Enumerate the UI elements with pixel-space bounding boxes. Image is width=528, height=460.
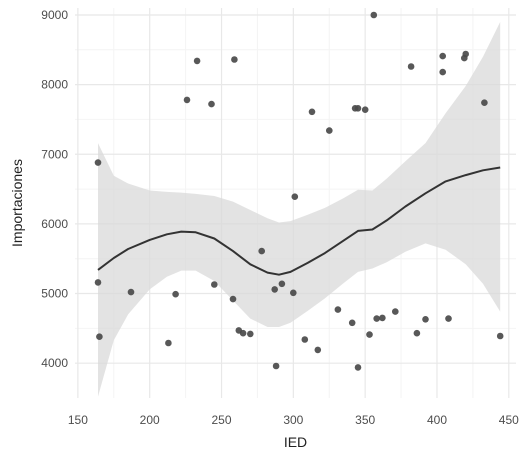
data-points <box>94 11 504 371</box>
x-tick-label: 450 <box>499 413 519 427</box>
data-point <box>193 57 201 65</box>
data-point <box>208 100 215 108</box>
y-axis-title: Importaciones <box>9 159 25 247</box>
data-point <box>407 63 415 70</box>
data-point <box>308 108 316 116</box>
data-point <box>183 96 191 104</box>
x-tick-label: 200 <box>140 413 160 427</box>
y-tick-label: 6000 <box>41 217 68 231</box>
x-tick-label: 400 <box>427 413 447 427</box>
data-point <box>165 339 172 347</box>
data-point <box>94 279 102 286</box>
y-tick-labels: 4000 5000 6000 7000 8000 9000 <box>41 8 68 370</box>
data-point <box>445 315 452 322</box>
data-point <box>94 159 102 166</box>
data-point <box>211 281 218 288</box>
data-point <box>348 319 356 327</box>
data-point <box>239 329 247 337</box>
x-tick-label: 350 <box>355 413 375 427</box>
x-tick-label: 250 <box>212 413 232 427</box>
data-point <box>422 316 429 323</box>
data-point <box>258 247 266 255</box>
data-point <box>496 332 504 340</box>
data-point <box>370 11 378 19</box>
y-tick-label: 7000 <box>41 147 68 161</box>
y-tick-label: 8000 <box>41 78 68 92</box>
y-tick-label: 4000 <box>41 356 68 370</box>
y-tick-label: 9000 <box>41 8 68 22</box>
data-point <box>231 56 238 63</box>
data-point <box>96 333 103 341</box>
data-point <box>379 314 386 322</box>
data-point <box>127 288 135 296</box>
data-point <box>354 105 362 112</box>
data-point <box>291 193 299 200</box>
y-tick-label: 5000 <box>41 287 68 301</box>
data-point <box>413 329 421 337</box>
x-axis-title: IED <box>284 434 307 450</box>
data-point <box>439 52 447 60</box>
data-point <box>334 306 342 313</box>
data-point <box>361 106 369 113</box>
data-point <box>314 346 322 354</box>
x-tick-label: 300 <box>283 413 303 427</box>
data-point <box>373 315 381 322</box>
confidence-band <box>98 21 501 397</box>
data-point <box>326 127 333 134</box>
data-point <box>247 330 254 338</box>
data-point <box>229 295 237 303</box>
data-point <box>481 99 488 106</box>
data-point <box>172 290 179 298</box>
data-point <box>301 336 309 343</box>
x-tick-label: 150 <box>68 413 88 427</box>
data-point <box>278 280 286 288</box>
data-point <box>392 308 399 315</box>
smooth-line <box>97 166 501 276</box>
data-point <box>354 364 362 371</box>
data-point <box>366 331 373 338</box>
x-tick-labels: 150 200 250 300 350 400 450 <box>68 413 519 427</box>
data-point <box>290 289 297 297</box>
data-point <box>272 362 280 370</box>
data-point <box>439 68 447 76</box>
data-point <box>462 50 470 58</box>
data-point <box>271 286 279 293</box>
